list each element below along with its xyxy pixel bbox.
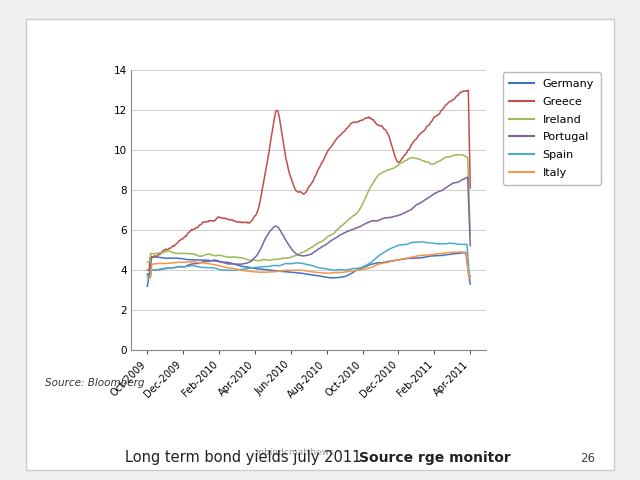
Legend: Germany, Greece, Ireland, Portugal, Spain, Italy: Germany, Greece, Ireland, Portugal, Spai… bbox=[502, 72, 601, 185]
Text: Long term bond yields july 2011: Long term bond yields july 2011 bbox=[125, 450, 362, 465]
Text: robindcmatthews: robindcmatthews bbox=[255, 448, 334, 457]
Text: Source rge monitor: Source rge monitor bbox=[359, 451, 511, 465]
Text: Source: Bloomberg: Source: Bloomberg bbox=[45, 378, 144, 388]
Text: 26: 26 bbox=[580, 452, 595, 465]
